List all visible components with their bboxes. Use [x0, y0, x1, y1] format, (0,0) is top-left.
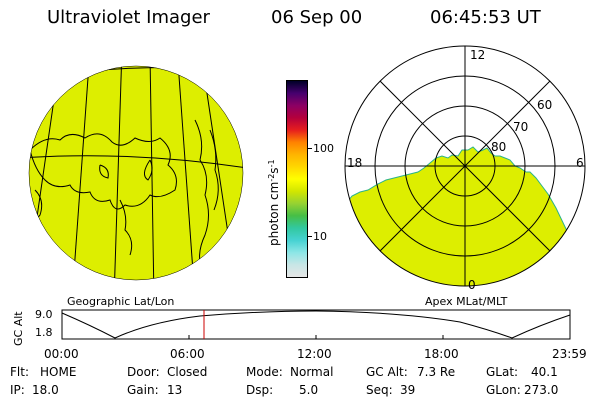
mlt-label-18: 18 — [347, 156, 362, 170]
xtick-18: 18:00 — [424, 347, 459, 361]
lat-label-70: 70 — [513, 120, 528, 134]
alt-plot-ylabel: GC Alt — [12, 311, 25, 346]
door-label: Door: — [127, 365, 160, 379]
gcalt-label: GC Alt: — [366, 365, 408, 379]
xtick-2359: 23:59 — [552, 347, 587, 361]
seq-value: 39 — [400, 383, 416, 397]
lat-label-60: 60 — [537, 98, 552, 112]
ip-label: IP: — [10, 383, 25, 397]
date-label: 06 Sep 00 — [271, 7, 363, 28]
xtick-06: 06:00 — [170, 347, 205, 361]
glat-label: GLat: — [486, 365, 519, 379]
glon-label: GLon: — [486, 383, 521, 397]
glon-value: 273.0 — [524, 383, 559, 397]
polar-map: 12 18 6 0 60 70 80 — [344, 45, 586, 292]
gain-label: Gain: — [127, 383, 159, 397]
svg-text:photon cm-2s-1: photon cm-2s-1 — [267, 159, 281, 246]
flt-value: HOME — [40, 365, 77, 379]
xtick-12: 12:00 — [297, 347, 332, 361]
mlt-label-6: 6 — [576, 156, 584, 170]
time-label: 06:45:53 UT — [430, 7, 541, 28]
ip-value: 18.0 — [32, 383, 59, 397]
mlt-label-12: 12 — [470, 48, 485, 62]
app-title: Ultraviolet Imager — [47, 7, 210, 28]
dsp-value: 5.0 — [299, 383, 319, 397]
colorbar-tick-100 — [307, 148, 312, 149]
gcalt-value: 7.3 Re — [417, 365, 456, 379]
alt-ytick-9: 9.0 — [35, 308, 53, 321]
seq-label: Seq: — [366, 383, 393, 397]
mode-value: Normal — [290, 365, 334, 379]
colorbar-label-100: 100 — [313, 142, 334, 155]
geographic-map-label: Geographic Lat/Lon — [67, 295, 175, 308]
geographic-map-disk — [28, 65, 244, 281]
xtick-00: 00:00 — [44, 347, 79, 361]
altitude-curve — [61, 310, 571, 339]
colorbar — [286, 80, 308, 278]
geographic-map — [28, 65, 244, 281]
gain-value: 13 — [167, 383, 183, 397]
flt-label: Flt: — [10, 365, 29, 379]
polar-map-label: Apex MLat/MLT — [425, 295, 508, 308]
mode-label: Mode: — [246, 365, 283, 379]
alt-ytick-1: 1.8 — [35, 326, 53, 339]
colorbar-unit-label: photon cm-2s-1 — [267, 159, 281, 246]
colorbar-tick-10 — [307, 236, 312, 237]
door-value: Closed — [167, 365, 208, 379]
lat-label-80: 80 — [491, 140, 506, 154]
altitude-plot: GC Alt 9.0 1.8 — [12, 308, 571, 346]
dsp-label: Dsp: — [246, 383, 274, 397]
glat-value: 40.1 — [531, 365, 558, 379]
mlt-label-0: 0 — [468, 278, 476, 292]
colorbar-label-10: 10 — [313, 230, 327, 243]
